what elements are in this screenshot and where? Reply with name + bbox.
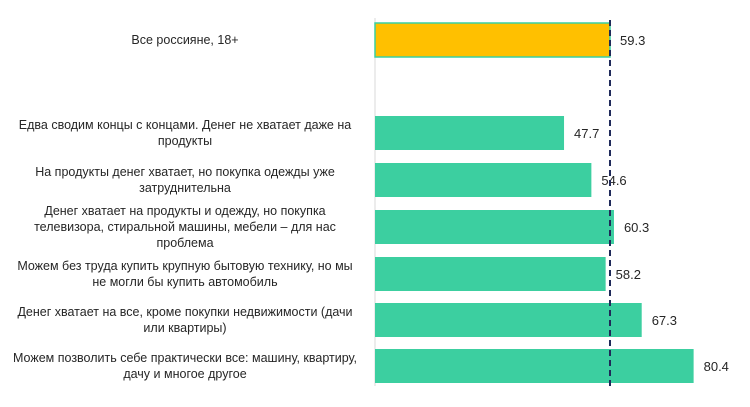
category-label: Едва сводим концы с концами. Денег не хв… bbox=[18, 118, 352, 148]
value-label: 54.6 bbox=[601, 173, 626, 188]
bar bbox=[375, 116, 565, 150]
value-label: 58.2 bbox=[616, 267, 641, 282]
bar bbox=[375, 303, 642, 337]
category-label: Денег хватает на продукты и одежду, но п… bbox=[34, 204, 336, 250]
category-label: Можем без труда купить крупную бытовую т… bbox=[17, 259, 353, 289]
value-label: 59.3 bbox=[620, 33, 645, 48]
value-label: 60.3 bbox=[624, 220, 649, 235]
category-label: Можем позволить себе практически все: ма… bbox=[13, 351, 357, 381]
bar bbox=[375, 257, 606, 291]
category-label: На продукты денег хватает, но покупка од… bbox=[35, 165, 335, 195]
value-label: 47.7 bbox=[574, 126, 599, 141]
category-label: Все россияне, 18+ bbox=[131, 33, 239, 47]
bar bbox=[374, 22, 611, 58]
value-label: 80.4 bbox=[704, 359, 729, 374]
bar bbox=[375, 210, 614, 244]
bar bbox=[375, 349, 694, 383]
bar bbox=[375, 163, 592, 197]
category-label: Денег хватает на все, кроме покупки недв… bbox=[17, 305, 353, 335]
value-label: 67.3 bbox=[652, 313, 677, 328]
